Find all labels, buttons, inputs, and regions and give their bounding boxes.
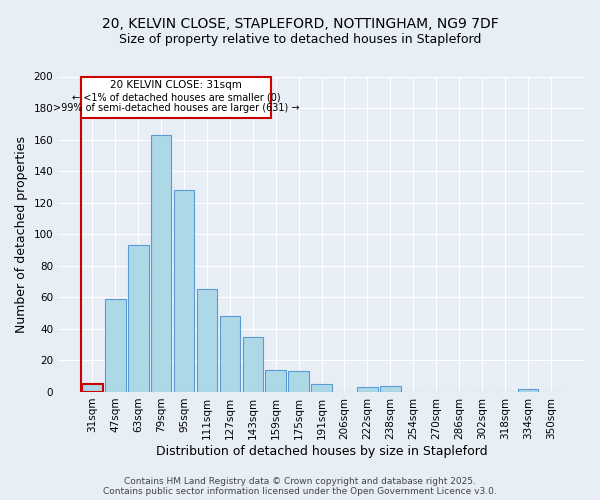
Bar xyxy=(289,372,309,392)
Text: Contains HM Land Registry data © Crown copyright and database right 2025.: Contains HM Land Registry data © Crown c… xyxy=(124,477,476,486)
X-axis label: Distribution of detached houses by size in Stapleford: Distribution of detached houses by size … xyxy=(156,444,487,458)
Text: Contains public sector information licensed under the Open Government Licence v3: Contains public sector information licen… xyxy=(103,487,497,496)
Text: 20, KELVIN CLOSE, STAPLEFORD, NOTTINGHAM, NG9 7DF: 20, KELVIN CLOSE, STAPLEFORD, NOTTINGHAM… xyxy=(101,18,499,32)
Bar xyxy=(220,316,240,392)
FancyBboxPatch shape xyxy=(82,76,271,118)
Text: >99% of semi-detached houses are larger (631) →: >99% of semi-detached houses are larger … xyxy=(53,104,299,114)
Bar xyxy=(357,387,378,392)
Bar xyxy=(174,190,194,392)
Bar xyxy=(265,370,286,392)
Text: 20 KELVIN CLOSE: 31sqm: 20 KELVIN CLOSE: 31sqm xyxy=(110,80,242,90)
Text: ← <1% of detached houses are smaller (0): ← <1% of detached houses are smaller (0) xyxy=(72,92,281,102)
Bar xyxy=(380,386,401,392)
Bar xyxy=(518,389,538,392)
Bar xyxy=(311,384,332,392)
Bar xyxy=(197,290,217,392)
Bar xyxy=(151,135,172,392)
Bar xyxy=(242,337,263,392)
Y-axis label: Number of detached properties: Number of detached properties xyxy=(15,136,28,332)
Bar xyxy=(82,384,103,392)
Bar xyxy=(128,246,149,392)
Text: Size of property relative to detached houses in Stapleford: Size of property relative to detached ho… xyxy=(119,32,481,46)
Bar xyxy=(105,299,125,392)
